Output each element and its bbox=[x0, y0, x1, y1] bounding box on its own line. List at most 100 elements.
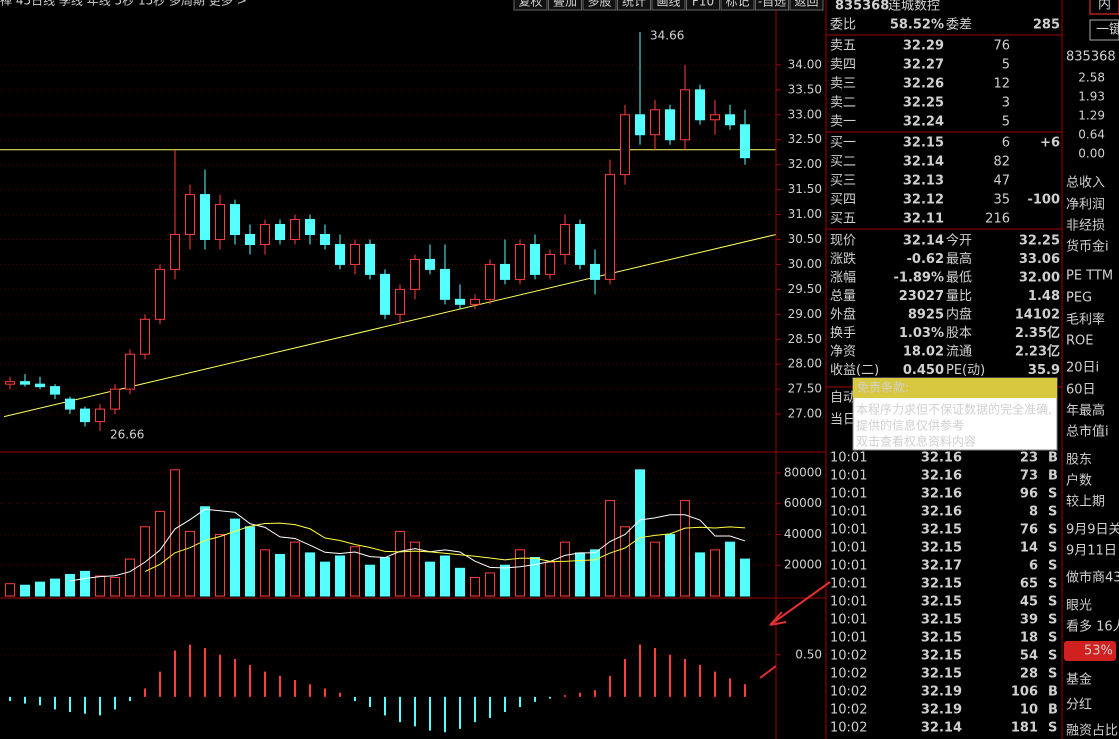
trade-side: B bbox=[1048, 685, 1058, 700]
quote-cell: 委比 bbox=[830, 18, 856, 33]
volume-bar bbox=[710, 549, 720, 597]
sidebar-button-label[interactable]: 一键 bbox=[1096, 23, 1119, 38]
volume-bar bbox=[185, 530, 195, 597]
quote-cell: 8925 bbox=[908, 308, 944, 323]
quote-cell: 买二 bbox=[830, 155, 856, 170]
sidebar-item: 户数 bbox=[1066, 473, 1092, 489]
trade-price: 32.15 bbox=[921, 667, 962, 682]
sidebar-item: 做市商43 bbox=[1066, 570, 1119, 586]
max-label: 34.66 bbox=[650, 28, 684, 42]
toolbar-button[interactable] bbox=[651, 0, 686, 11]
trade-side: S bbox=[1048, 649, 1057, 664]
volume-bar bbox=[230, 518, 240, 597]
sidebar-tab-label[interactable]: 内 bbox=[1098, 0, 1111, 13]
trade-price: 32.16 bbox=[921, 487, 962, 502]
trade-side: S bbox=[1048, 595, 1057, 610]
y-tick-label: 60000 bbox=[784, 496, 822, 510]
toolbar-button-label[interactable]: 多股 bbox=[587, 0, 611, 9]
arrow bbox=[759, 581, 831, 679]
candle-body bbox=[500, 263, 510, 280]
toolbar-button-label[interactable]: 返回 bbox=[794, 0, 818, 9]
quote-cell: 32.15 bbox=[903, 136, 944, 151]
trade-time: 10:01 bbox=[830, 631, 867, 646]
candle-body bbox=[665, 109, 675, 141]
volume-bar bbox=[305, 552, 315, 597]
quote-cell: 涨跌 bbox=[830, 251, 856, 267]
candle-body bbox=[410, 258, 420, 290]
volume-bar bbox=[95, 575, 105, 597]
toolbar-button-label[interactable]: 叠加 bbox=[553, 0, 577, 9]
sidebar-button[interactable] bbox=[1089, 19, 1119, 41]
toolbar-button-label[interactable]: 统计 bbox=[622, 0, 646, 9]
quote-cell: 5 bbox=[1002, 115, 1010, 130]
volume-bar bbox=[605, 500, 615, 597]
volume-bar bbox=[275, 553, 285, 597]
volume-bar bbox=[530, 557, 540, 597]
sidebar-item: 年最高 bbox=[1066, 403, 1105, 419]
popup-text[interactable]: 本程序力求但不保证数据的完全准确, bbox=[856, 402, 1052, 417]
candle-body bbox=[185, 194, 195, 236]
trade-volume: 73 bbox=[1020, 469, 1038, 484]
trade-time: 10:01 bbox=[830, 613, 867, 628]
trade-price: 32.15 bbox=[921, 595, 962, 610]
popup-text[interactable]: 提供的信息仅供参考 bbox=[856, 418, 964, 433]
sidebar-code: 835368 bbox=[1066, 50, 1116, 65]
sidebar-scale: 0.00 bbox=[1078, 147, 1105, 161]
disclaimer-popup[interactable]: 免责条款: 本程序力求但不保证数据的完全准确,提供的信息仅供参考双击查看权息资料内… bbox=[852, 377, 1058, 451]
candle-body bbox=[95, 408, 105, 423]
quote-cell: 1.48 bbox=[1028, 289, 1060, 304]
toolbar-button-label[interactable]: F10 bbox=[692, 0, 714, 9]
y-tick-label: 28.50 bbox=[788, 332, 822, 346]
trade-price: 32.15 bbox=[921, 613, 962, 628]
quote-cell: -1.89% bbox=[894, 271, 945, 286]
sidebar-scale: 1.93 bbox=[1078, 90, 1105, 104]
trade-time: 10:02 bbox=[830, 703, 867, 718]
volume-bar bbox=[425, 561, 435, 597]
trade-time: 10:01 bbox=[830, 541, 867, 556]
popup-text[interactable]: 双击查看权息资料内容 bbox=[856, 434, 976, 449]
candle-body bbox=[20, 381, 30, 385]
sidebar-tab[interactable] bbox=[1089, 0, 1119, 15]
candle-body bbox=[545, 253, 555, 275]
quote-cell: 33.06 bbox=[1019, 252, 1060, 267]
popup-title[interactable]: 免责条款: bbox=[857, 380, 909, 395]
candle-body bbox=[395, 288, 405, 315]
quote-cell: 股本 bbox=[946, 326, 972, 341]
min-label: 26.66 bbox=[110, 428, 144, 442]
toolbar-button[interactable] bbox=[686, 0, 720, 11]
quote-cell: 32.11 bbox=[903, 212, 944, 227]
toolbar-button[interactable] bbox=[617, 0, 651, 11]
volume-bar bbox=[125, 558, 135, 597]
quote-cell: 12 bbox=[993, 77, 1010, 92]
volume-bar bbox=[320, 561, 330, 597]
quote-cell: 3 bbox=[1002, 96, 1010, 111]
trade-side: S bbox=[1048, 523, 1057, 538]
toolbar-button-label[interactable]: 标记 bbox=[725, 0, 749, 9]
trade-time: 10:02 bbox=[830, 685, 867, 700]
quote-label: 自动 bbox=[830, 391, 856, 406]
sidebar-item: 60日 bbox=[1066, 383, 1096, 398]
toolbar-button[interactable] bbox=[755, 0, 789, 11]
trade-time: 10:01 bbox=[830, 451, 867, 466]
toolbar-button-label[interactable]: 画线 bbox=[656, 0, 680, 9]
trade-price: 32.19 bbox=[921, 685, 962, 700]
toolbar-button-label[interactable]: 复权 bbox=[518, 0, 542, 9]
candle-body bbox=[620, 114, 630, 176]
candle-body bbox=[695, 89, 705, 121]
toolbar-button[interactable] bbox=[513, 0, 548, 11]
trade-side: S bbox=[1048, 721, 1057, 736]
toolbar-button[interactable] bbox=[582, 0, 617, 11]
trade-side: B bbox=[1048, 703, 1058, 718]
candle-body bbox=[650, 109, 660, 136]
candle-body bbox=[530, 243, 540, 275]
toolbar-button[interactable] bbox=[720, 0, 755, 11]
toolbar-button[interactable] bbox=[789, 0, 824, 11]
popup-title-bar[interactable] bbox=[853, 378, 1057, 398]
trade-price: 32.14 bbox=[921, 721, 962, 736]
volume-bar bbox=[350, 546, 360, 597]
toolbar-button[interactable] bbox=[548, 0, 582, 11]
period-tabs[interactable]: 禅 45日线 季线 年线 5秒 15秒 多周期 更多 > bbox=[0, 0, 247, 8]
toolbar-button-label[interactable]: -自选 bbox=[758, 0, 786, 9]
sidebar-item: 9月9日关 bbox=[1066, 523, 1119, 538]
